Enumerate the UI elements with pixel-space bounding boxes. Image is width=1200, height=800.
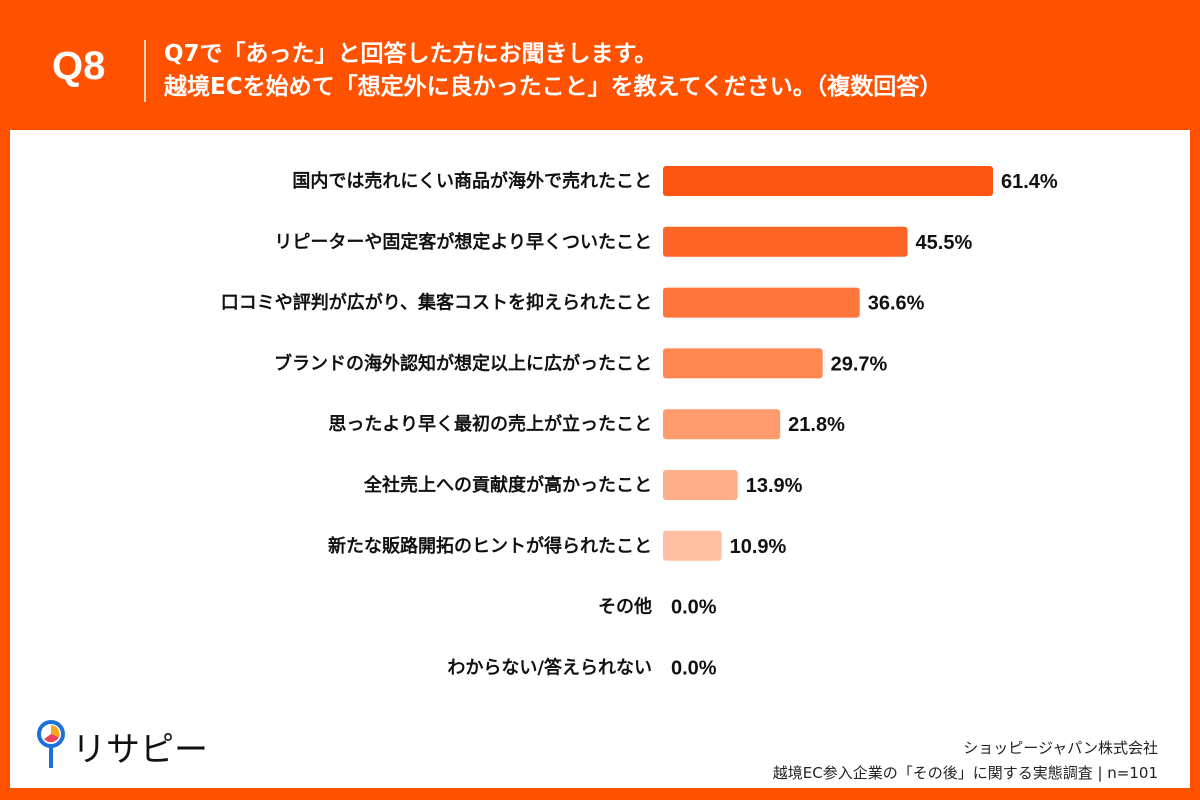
logo-text: リサピー: [72, 729, 208, 770]
category-label: わからない/答えられない: [447, 656, 652, 678]
value-label: 0.0%: [671, 657, 717, 679]
category-label: 国内では売れにくい商品が海外で売れたこと: [292, 170, 652, 192]
value-label: 61.4%: [1001, 171, 1058, 193]
bar: [663, 409, 781, 440]
value-label: 36.6%: [868, 293, 925, 315]
logo-pin-icon: [37, 720, 65, 768]
category-label: その他: [598, 596, 652, 618]
value-label: 21.8%: [788, 414, 845, 436]
category-label: 全社売上への貢献度が高かったこと: [363, 474, 652, 496]
bar: [663, 166, 993, 196]
value-label: 13.9%: [746, 475, 803, 497]
bar: [663, 226, 908, 257]
value-label: 10.9%: [730, 536, 787, 558]
category-label: 新たな販路開拓のヒントが得られたこと: [328, 535, 652, 557]
category-label: リピーターや固定客が想定より早くついたこと: [274, 231, 652, 253]
value-label: 0.0%: [671, 597, 717, 619]
chart-panel: [10, 130, 1190, 788]
footer-survey: 越境EC参入企業の「その後」に関する実態調査 | n=101: [772, 764, 1158, 782]
question-number: Q8: [52, 44, 106, 88]
bar: [663, 287, 860, 318]
question-line-2: 越境ECを始めて「想定外に良かったこと」を教えてください。（複数回答）: [164, 74, 943, 100]
value-label: 29.7%: [831, 353, 888, 375]
question-text: Q7で「あった」と回答した方にお聞きします。 越境ECを始めて「想定外に良かった…: [164, 38, 942, 104]
bar: [663, 348, 823, 379]
category-label: 口コミや評判が広がり、集客コストを抑えられたこと: [221, 292, 652, 314]
bar: [663, 530, 722, 561]
value-label: 45.5%: [916, 232, 973, 254]
category-label: 思ったより早く最初の売上が立ったこと: [328, 413, 652, 435]
risapi-logo: リサピー: [36, 718, 208, 774]
header-divider: [144, 40, 146, 102]
question-line-1: Q7で「あった」と回答した方にお聞きします。: [164, 41, 658, 67]
category-label: ブランドの海外認知が想定以上に広がったこと: [274, 352, 652, 374]
bar: [663, 470, 738, 500]
footer-company: ショッピージャパン株式会社: [963, 739, 1158, 757]
